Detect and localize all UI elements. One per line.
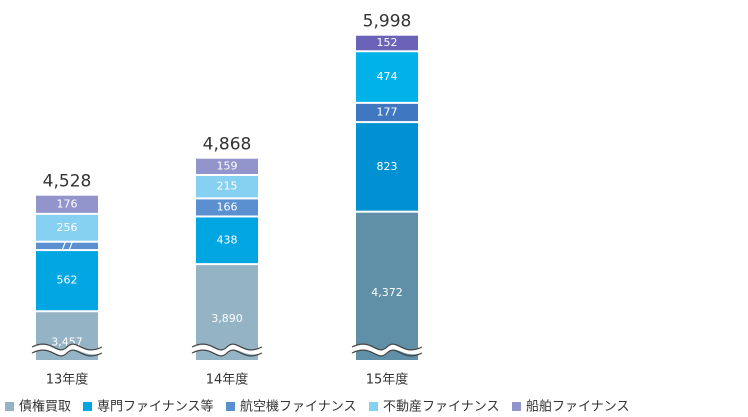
segment-label: 77 (60, 239, 74, 252)
bar-segment (36, 251, 98, 311)
bar-segment (356, 103, 418, 122)
bar-segment (36, 195, 98, 213)
x-tick-label: 15年度 (366, 372, 409, 388)
axis-break (192, 344, 262, 356)
bar-segment (356, 35, 418, 51)
bar-segment (356, 52, 418, 102)
total-label: 5,998 (363, 12, 412, 32)
segment-label: 215 (217, 180, 238, 193)
bar-segment (356, 123, 418, 211)
axis-break (351, 349, 423, 357)
legend-swatch (226, 402, 236, 411)
bar-segment (36, 214, 98, 241)
segment-label: 177 (377, 105, 398, 118)
legend-label: 航空機ファイナンス (240, 399, 356, 415)
bar-segment (36, 242, 98, 250)
bar-segment (196, 217, 258, 264)
segment-label: 562 (57, 274, 78, 287)
segment-label: 4,372 (371, 286, 403, 299)
bar-segment (196, 176, 258, 198)
segment-label: 152 (377, 36, 398, 49)
axis-break (31, 349, 103, 357)
axis-break (191, 349, 263, 357)
bar-segment (356, 212, 418, 360)
legend-label: 債権買取 (19, 399, 71, 415)
segment-label: 159 (217, 159, 238, 172)
x-tick-label: 13年度 (46, 372, 89, 388)
segment-label: 176 (57, 197, 78, 210)
segment-label: 166 (217, 200, 238, 213)
axis-break (31, 343, 103, 351)
legend-swatch (512, 402, 522, 411)
axis-break (191, 343, 263, 351)
segment-label: 256 (57, 221, 78, 234)
segment-label: 474 (377, 70, 398, 83)
legend-swatch (5, 402, 14, 411)
x-tick-label: 14年度 (206, 372, 249, 388)
legend-swatch (83, 402, 93, 411)
axis-break (32, 344, 102, 356)
total-label: 4,528 (43, 172, 92, 192)
legend-label: 専門ファイナンス等 (97, 399, 213, 415)
axis-break (351, 343, 423, 351)
bar-segment (196, 158, 258, 175)
legend-swatch (369, 402, 379, 411)
total-label: 4,868 (203, 135, 252, 155)
segment-label: 438 (217, 233, 238, 246)
bar-segment (196, 199, 258, 216)
legend-label: 不動産ファイナンス (383, 399, 499, 415)
segment-label: 3,890 (211, 312, 243, 325)
axis-break (352, 344, 422, 356)
legend-label: 船舶ファイナンス (526, 399, 629, 415)
segment-label: 823 (377, 160, 398, 173)
